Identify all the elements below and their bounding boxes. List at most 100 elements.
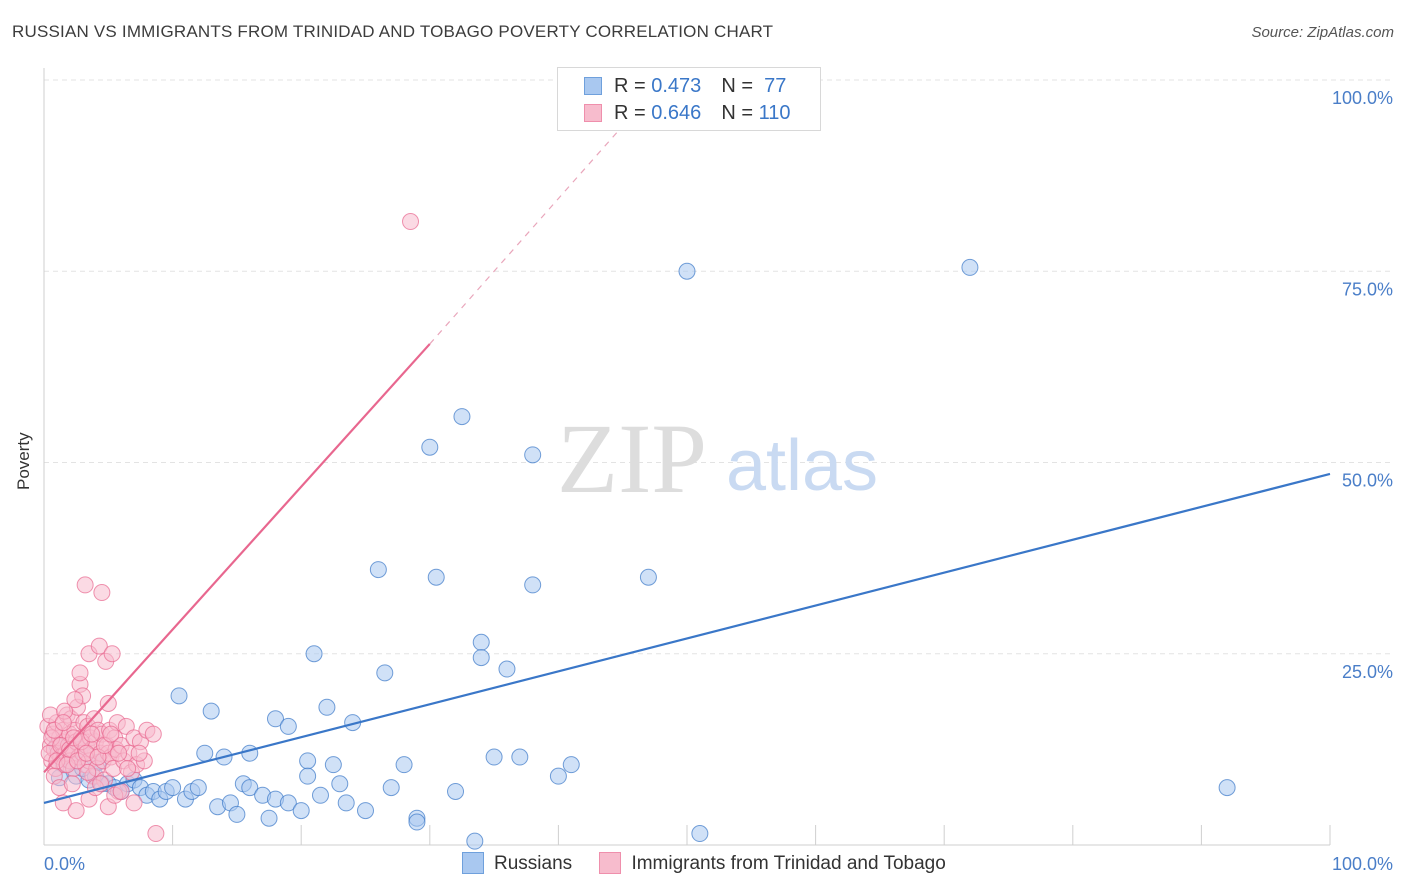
data-point	[691, 825, 709, 843]
data-point	[421, 438, 439, 456]
legend-n-label: N =	[721, 75, 759, 97]
watermark: ZIP atlas	[557, 403, 878, 514]
data-point	[93, 584, 111, 602]
data-point	[112, 782, 130, 800]
data-point	[119, 760, 137, 777]
data-point	[466, 832, 484, 850]
y-tick-label: 50.0%	[1342, 471, 1393, 491]
watermark-zip: ZIP	[557, 403, 707, 514]
legend-swatch-russians-bottom	[462, 852, 484, 874]
data-point	[337, 794, 355, 812]
data-point	[103, 645, 121, 663]
legend-swatch-trinidad	[584, 104, 602, 122]
legend-row-trinidad: R = 0.646 N = 110	[584, 101, 790, 125]
data-point	[376, 664, 394, 682]
data-point	[102, 725, 120, 743]
legend-swatch-trinidad-bottom	[599, 852, 622, 874]
data-point	[331, 775, 349, 793]
series-legend: Russians Immigrants from Trinidad and To…	[462, 851, 968, 877]
data-point	[279, 794, 297, 812]
data-point	[54, 714, 72, 732]
data-point	[63, 775, 81, 793]
data-point	[357, 802, 374, 820]
data-point	[196, 744, 214, 762]
stats-legend: R = 0.473 N = 77 R = 0.646 N = 110	[557, 67, 821, 131]
legend-item-trinidad: Immigrants from Trinidad and Tobago	[599, 851, 946, 877]
watermark-atlas: atlas	[726, 426, 878, 506]
trendlines	[43, 125, 1331, 804]
data-point	[678, 262, 696, 280]
data-point	[79, 763, 97, 781]
data-point	[202, 702, 220, 720]
tick-labels: 25.0% 50.0% 75.0% 100.0% 0.0% 100.0%	[44, 88, 1393, 874]
series-trinidad-points	[39, 213, 420, 843]
data-point	[110, 744, 128, 762]
data-point	[427, 568, 445, 586]
legend-r-value: 0.646	[651, 102, 702, 124]
data-point	[639, 568, 657, 586]
data-point	[170, 687, 188, 705]
data-point	[71, 664, 89, 682]
legend-item-russians: Russians	[462, 851, 572, 877]
data-point	[369, 561, 387, 579]
data-point	[324, 756, 342, 774]
data-point	[511, 748, 529, 766]
data-point	[549, 767, 567, 785]
data-point	[83, 725, 101, 743]
legend-n-label: N =	[721, 102, 759, 124]
x-tick-label: 0.0%	[44, 854, 85, 874]
legend-n-value: 110	[758, 102, 791, 124]
legend-row-russians: R = 0.473 N = 77	[584, 74, 786, 98]
legend-label-russians: Russians	[494, 853, 573, 874]
data-point	[279, 717, 297, 735]
data-point	[299, 752, 317, 770]
chart-title: RUSSIAN VS IMMIGRANTS FROM TRINIDAD AND …	[12, 22, 774, 41]
data-point	[144, 725, 162, 743]
x-tick-label: 100.0%	[1332, 854, 1393, 874]
data-point	[311, 786, 329, 804]
series-russians-points	[48, 258, 1236, 850]
trendline	[43, 472, 1331, 804]
trendline-extension	[429, 125, 624, 345]
chart-source: Source: ZipAtlas.com	[1251, 24, 1394, 41]
data-point	[408, 813, 426, 831]
data-point	[164, 779, 182, 797]
data-point	[266, 710, 284, 728]
data-point	[66, 691, 84, 709]
legend-r-value: 0.473	[651, 75, 702, 97]
data-point	[447, 782, 465, 800]
y-tick-label: 75.0%	[1342, 279, 1393, 299]
legend-swatch-russians	[584, 77, 602, 95]
data-point	[402, 213, 420, 231]
data-point	[485, 748, 503, 766]
legend-label-trinidad: Immigrants from Trinidad and Tobago	[631, 853, 946, 874]
data-point	[395, 756, 413, 774]
data-point	[292, 802, 310, 820]
data-point	[453, 408, 471, 426]
legend-r-label: R =	[614, 75, 652, 97]
data-point	[318, 698, 336, 716]
data-point	[472, 649, 490, 667]
data-point	[189, 779, 207, 797]
data-point	[99, 694, 117, 712]
data-point	[524, 446, 542, 464]
data-point	[130, 744, 148, 762]
gridlines	[44, 79, 1392, 655]
y-tick-label: 100.0%	[1332, 88, 1393, 108]
data-point	[472, 633, 490, 651]
data-point	[76, 576, 94, 594]
legend-n-value: 77	[758, 75, 787, 97]
y-tick-label: 25.0%	[1342, 662, 1393, 682]
data-point	[961, 258, 979, 276]
data-point	[382, 779, 400, 797]
data-point	[498, 660, 516, 678]
data-point	[241, 744, 259, 762]
data-point	[147, 825, 165, 843]
data-point	[260, 809, 278, 827]
data-point	[305, 645, 323, 663]
data-point	[524, 576, 542, 594]
data-point	[67, 802, 85, 820]
data-point	[1218, 779, 1236, 797]
trendline	[43, 343, 431, 774]
